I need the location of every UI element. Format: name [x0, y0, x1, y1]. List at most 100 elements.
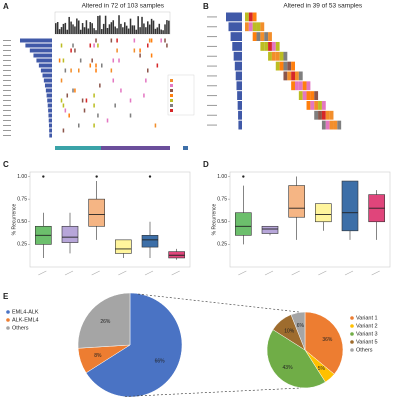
legend-swatch	[350, 324, 354, 328]
plot-frame	[229, 171, 391, 268]
row-label	[3, 125, 11, 126]
x-tick-label	[144, 270, 154, 276]
row-label	[3, 70, 11, 71]
box	[115, 239, 132, 254]
mutation-cell	[62, 103, 65, 108]
top-bar	[76, 18, 78, 34]
top-bar	[70, 21, 72, 34]
mutation-cell	[79, 58, 82, 63]
plot-frame	[29, 171, 191, 268]
legend-label: Variant 1	[356, 315, 378, 321]
row-bar	[49, 128, 52, 133]
row-bar	[47, 103, 52, 108]
mutation-cell	[275, 42, 280, 51]
row-bar	[48, 118, 52, 123]
mutation-cell	[264, 42, 269, 51]
mutation-cell	[110, 68, 113, 73]
box	[315, 203, 332, 223]
row-bar	[232, 42, 242, 51]
row-bar	[48, 108, 52, 113]
mutation-cell	[110, 38, 113, 43]
panel-letter: C	[3, 160, 9, 169]
row-label	[3, 135, 11, 136]
mutation-cell	[321, 110, 326, 120]
row-label	[207, 55, 217, 57]
box	[288, 185, 305, 218]
row-label	[3, 55, 11, 56]
slice-label: 66%	[155, 359, 166, 365]
row-bar	[234, 61, 242, 71]
x-tick-label	[371, 270, 380, 276]
mutation-cell	[283, 61, 288, 71]
mutation-cell	[129, 98, 132, 103]
row-label	[3, 45, 11, 46]
box	[141, 235, 159, 248]
legend-swatch	[6, 310, 10, 314]
mutation-cell	[60, 43, 63, 48]
row-label	[3, 75, 11, 76]
mutation-cell	[318, 110, 322, 120]
x-tick-label	[171, 270, 180, 276]
row-bar	[238, 110, 242, 120]
mutation-cell	[287, 71, 292, 81]
row-bar	[42, 73, 52, 78]
mutation-cell	[271, 42, 276, 51]
mutation-cell	[275, 51, 280, 61]
row-label	[3, 60, 11, 61]
row-bar	[48, 123, 52, 128]
mutation-cell	[89, 63, 92, 68]
mutation-cell	[97, 43, 99, 48]
top-bar	[66, 29, 69, 34]
zoom-line	[137, 293, 300, 313]
x-tick-label	[118, 270, 127, 276]
slice-label: 8%	[94, 353, 102, 359]
x-tick-label	[344, 270, 354, 276]
panel-letter: B	[203, 2, 209, 11]
mutation-cell	[154, 123, 157, 128]
top-bar	[168, 20, 170, 34]
row-bar	[237, 101, 242, 110]
mutation-cell	[295, 81, 299, 91]
mutation-cell	[148, 38, 151, 43]
outlier	[95, 175, 98, 178]
mutation-cell	[68, 113, 70, 118]
mutation-cell	[291, 81, 295, 91]
zoom-line	[124, 387, 302, 397]
mutation-cell	[275, 61, 280, 71]
mutation-cell	[143, 93, 145, 98]
row-bar	[238, 120, 242, 130]
row-label	[3, 130, 11, 131]
row-bar	[48, 113, 52, 118]
mutation-cell	[95, 38, 97, 43]
mutation-cell	[298, 81, 303, 91]
panel-letter: D	[203, 160, 209, 169]
x-tick-label	[264, 270, 274, 276]
row-label	[207, 124, 217, 126]
mutation-cell	[295, 71, 299, 81]
mutation-cell	[302, 91, 307, 100]
legend-swatch	[6, 318, 10, 322]
mutation-cell	[120, 88, 122, 93]
mutation-cell	[245, 22, 249, 32]
top-bar	[64, 22, 67, 34]
mutation-cell	[62, 128, 65, 133]
mutation-cell	[133, 38, 136, 43]
row-label	[207, 45, 217, 47]
x-tick-label	[238, 270, 247, 276]
mutation-cell	[329, 110, 334, 120]
mutation-cell	[93, 103, 95, 108]
top-bar	[118, 15, 120, 34]
row-label	[3, 110, 11, 111]
mutation-cell	[314, 91, 319, 100]
top-bar	[74, 26, 76, 34]
pie-slice	[85, 292, 183, 398]
mutation-cell	[156, 63, 159, 68]
mutation-cell	[279, 61, 284, 71]
mutation-cell	[70, 48, 72, 53]
top-bar	[114, 26, 116, 34]
y-axis-label: % Recurrence	[211, 203, 217, 235]
top-bar	[110, 22, 113, 34]
top-bar	[122, 27, 124, 34]
legend-label: ALK-EML4	[12, 317, 39, 323]
legend-label: Others	[12, 325, 29, 331]
